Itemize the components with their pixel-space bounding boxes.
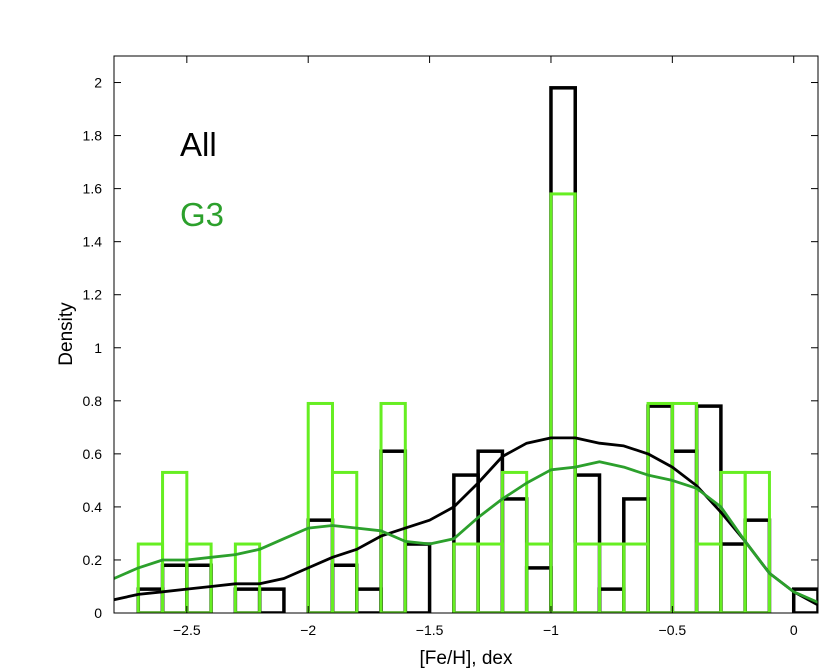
x-tick-label: −1 <box>543 622 559 638</box>
legend-all-label: All <box>180 126 217 163</box>
y-tick-label: 0 <box>94 605 102 621</box>
density-curve-g3 <box>114 460 818 604</box>
x-tick-label: −1.5 <box>416 622 444 638</box>
plot-frame <box>113 55 819 614</box>
x-tick-label: −2 <box>300 622 316 638</box>
x-tick-label: −0.5 <box>659 622 687 638</box>
tick-layer: −2.5 −2 −1.5 −1 −0.5 0 0 0.2 0.4 0.6 0.8 1 1.2 1.4 1.6… <box>83 56 818 638</box>
y-tick-label: 0.4 <box>83 499 103 515</box>
y-tick-label: 1 <box>94 340 102 356</box>
y-tick-label: 1.4 <box>83 234 103 250</box>
bar-g3-10 <box>379 401 407 613</box>
x-tick-label: −2.5 <box>173 622 201 638</box>
y-tick-label: 1.6 <box>83 181 103 197</box>
density-layer <box>114 436 818 607</box>
y-axis-label: Density <box>56 302 77 366</box>
x-tick-label: 0 <box>790 622 798 638</box>
x-axis-label: [Fe/H], dex <box>420 648 513 669</box>
y-tick-label: 0.8 <box>83 393 103 409</box>
legend-g3-label: G3 <box>180 196 224 233</box>
plot-background <box>114 56 818 613</box>
y-tick-label: 1.2 <box>83 287 103 303</box>
y-tick-label: 1.8 <box>83 128 103 144</box>
bar-g3-22 <box>670 401 699 613</box>
y-tick-label: 0.6 <box>83 446 103 462</box>
y-tick-label: 0.2 <box>83 552 103 568</box>
bar-g3-17 <box>549 192 577 613</box>
y-tick-label: 2 <box>94 75 102 91</box>
